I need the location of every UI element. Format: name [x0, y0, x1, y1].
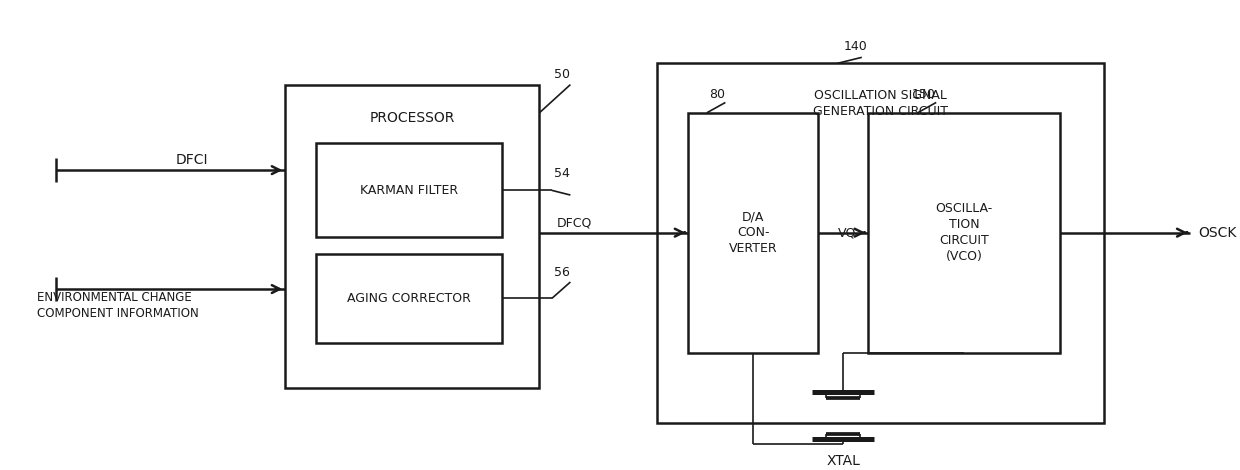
Bar — [657, 63, 1104, 423]
Text: DFCI: DFCI — [176, 153, 208, 167]
Bar — [316, 254, 502, 343]
Text: XTAL: XTAL — [826, 454, 861, 468]
Text: 56: 56 — [554, 266, 570, 279]
Text: ENVIRONMENTAL CHANGE
COMPONENT INFORMATION: ENVIRONMENTAL CHANGE COMPONENT INFORMATI… — [37, 291, 198, 320]
Text: VQ: VQ — [838, 226, 856, 239]
Bar — [316, 143, 502, 237]
Text: 54: 54 — [554, 167, 570, 180]
Text: KARMAN FILTER: KARMAN FILTER — [360, 184, 459, 197]
Text: DFCQ: DFCQ — [557, 217, 593, 230]
Text: 80: 80 — [709, 87, 724, 101]
Text: OSCK: OSCK — [1198, 226, 1236, 240]
Text: OSCILLA-
TION
CIRCUIT
(VCO): OSCILLA- TION CIRCUIT (VCO) — [935, 202, 993, 263]
Text: 50: 50 — [554, 68, 570, 81]
Bar — [688, 113, 818, 352]
Text: 140: 140 — [843, 40, 868, 54]
Bar — [285, 85, 539, 388]
Text: D/A
CON-
VERTER: D/A CON- VERTER — [729, 210, 777, 255]
Text: 150: 150 — [911, 87, 936, 101]
Text: OSCILLATION SIGNAL
GENERATION CIRCUIT: OSCILLATION SIGNAL GENERATION CIRCUIT — [813, 89, 947, 118]
Bar — [868, 113, 1060, 352]
Text: PROCESSOR: PROCESSOR — [370, 110, 455, 125]
Text: AGING CORRECTOR: AGING CORRECTOR — [347, 292, 471, 305]
